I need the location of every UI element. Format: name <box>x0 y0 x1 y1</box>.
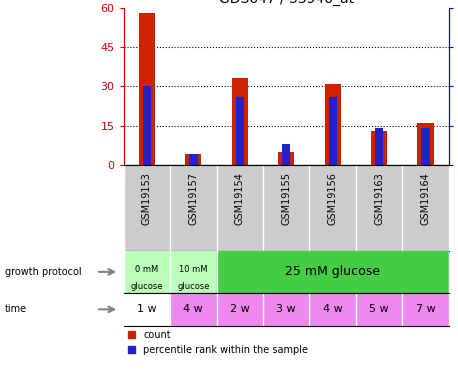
Bar <box>328 97 337 165</box>
Bar <box>170 251 217 292</box>
Text: 4 w: 4 w <box>184 304 203 314</box>
Text: growth protocol: growth protocol <box>5 267 81 277</box>
Text: 4 w: 4 w <box>323 304 343 314</box>
Bar <box>263 292 310 326</box>
Bar <box>418 123 434 165</box>
Bar <box>282 144 290 165</box>
Text: time: time <box>5 304 27 314</box>
Bar <box>217 292 263 326</box>
Bar <box>124 292 170 326</box>
Text: 1 w: 1 w <box>137 304 157 314</box>
Text: 25 mM glucose: 25 mM glucose <box>285 266 380 278</box>
Title: GDS647 / 33946_at: GDS647 / 33946_at <box>218 0 354 6</box>
Bar <box>143 86 151 165</box>
Text: GSM19157: GSM19157 <box>188 172 198 225</box>
Bar <box>232 78 248 165</box>
Text: GSM19155: GSM19155 <box>281 172 291 225</box>
Text: 3 w: 3 w <box>277 304 296 314</box>
Bar <box>170 292 217 326</box>
Text: GSM19164: GSM19164 <box>420 172 431 225</box>
Bar <box>356 292 403 326</box>
Bar <box>124 251 170 292</box>
Bar <box>278 152 294 165</box>
Bar <box>371 131 387 165</box>
Text: 2 w: 2 w <box>230 304 250 314</box>
Bar <box>403 292 449 326</box>
Legend: count, percentile rank within the sample: count, percentile rank within the sample <box>124 326 312 359</box>
Bar <box>217 251 449 292</box>
Text: 0 mM: 0 mM <box>135 266 158 274</box>
Text: GSM19154: GSM19154 <box>235 172 245 225</box>
Bar <box>325 84 341 165</box>
Text: 7 w: 7 w <box>416 304 436 314</box>
Text: 5 w: 5 w <box>369 304 389 314</box>
Text: glucose: glucose <box>131 282 163 291</box>
Text: GSM19156: GSM19156 <box>328 172 338 225</box>
Bar <box>235 97 244 165</box>
Text: 10 mM: 10 mM <box>179 266 207 274</box>
Text: GSM19153: GSM19153 <box>142 172 152 225</box>
Bar <box>189 154 197 165</box>
Bar <box>139 13 155 165</box>
Bar <box>185 154 202 165</box>
Text: glucose: glucose <box>177 282 210 291</box>
Bar <box>375 128 383 165</box>
Bar <box>310 292 356 326</box>
Text: GSM19163: GSM19163 <box>374 172 384 225</box>
Bar <box>421 128 430 165</box>
